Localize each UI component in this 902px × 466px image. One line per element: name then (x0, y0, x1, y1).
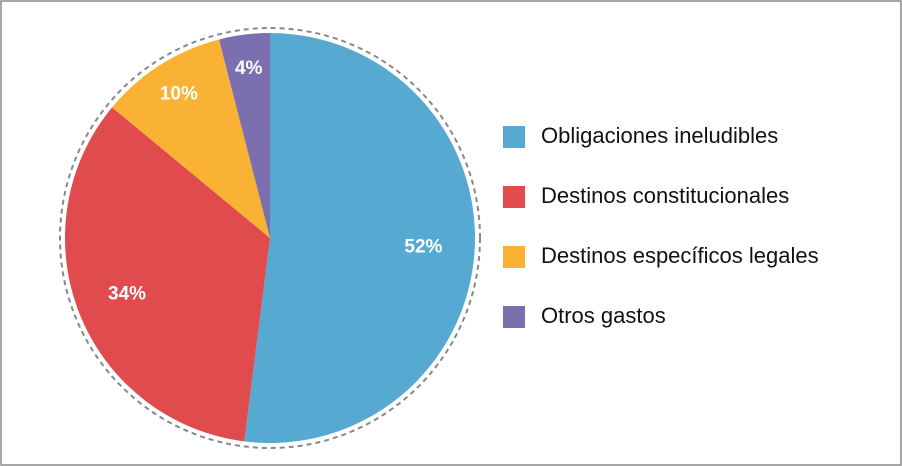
pie-slice (219, 33, 270, 238)
legend-swatch (503, 306, 525, 328)
pie-slice (112, 39, 270, 238)
legend-label: Destinos constitucionales (541, 183, 789, 208)
slice-label: 52% (404, 237, 442, 258)
slice-label: 34% (108, 284, 146, 305)
pie-slice (64, 107, 270, 442)
pie-slice (244, 33, 475, 443)
slice-label: 4% (235, 58, 263, 79)
legend-label: Obligaciones ineludibles (541, 123, 778, 148)
slice-label: 10% (160, 83, 198, 104)
legend-swatch (503, 246, 525, 268)
legend-label: Destinos específicos legales (541, 243, 819, 268)
pie-outline (59, 27, 481, 449)
legend-swatch (503, 126, 525, 148)
legend-label: Otros gastos (541, 303, 666, 328)
legend-swatch (503, 186, 525, 208)
